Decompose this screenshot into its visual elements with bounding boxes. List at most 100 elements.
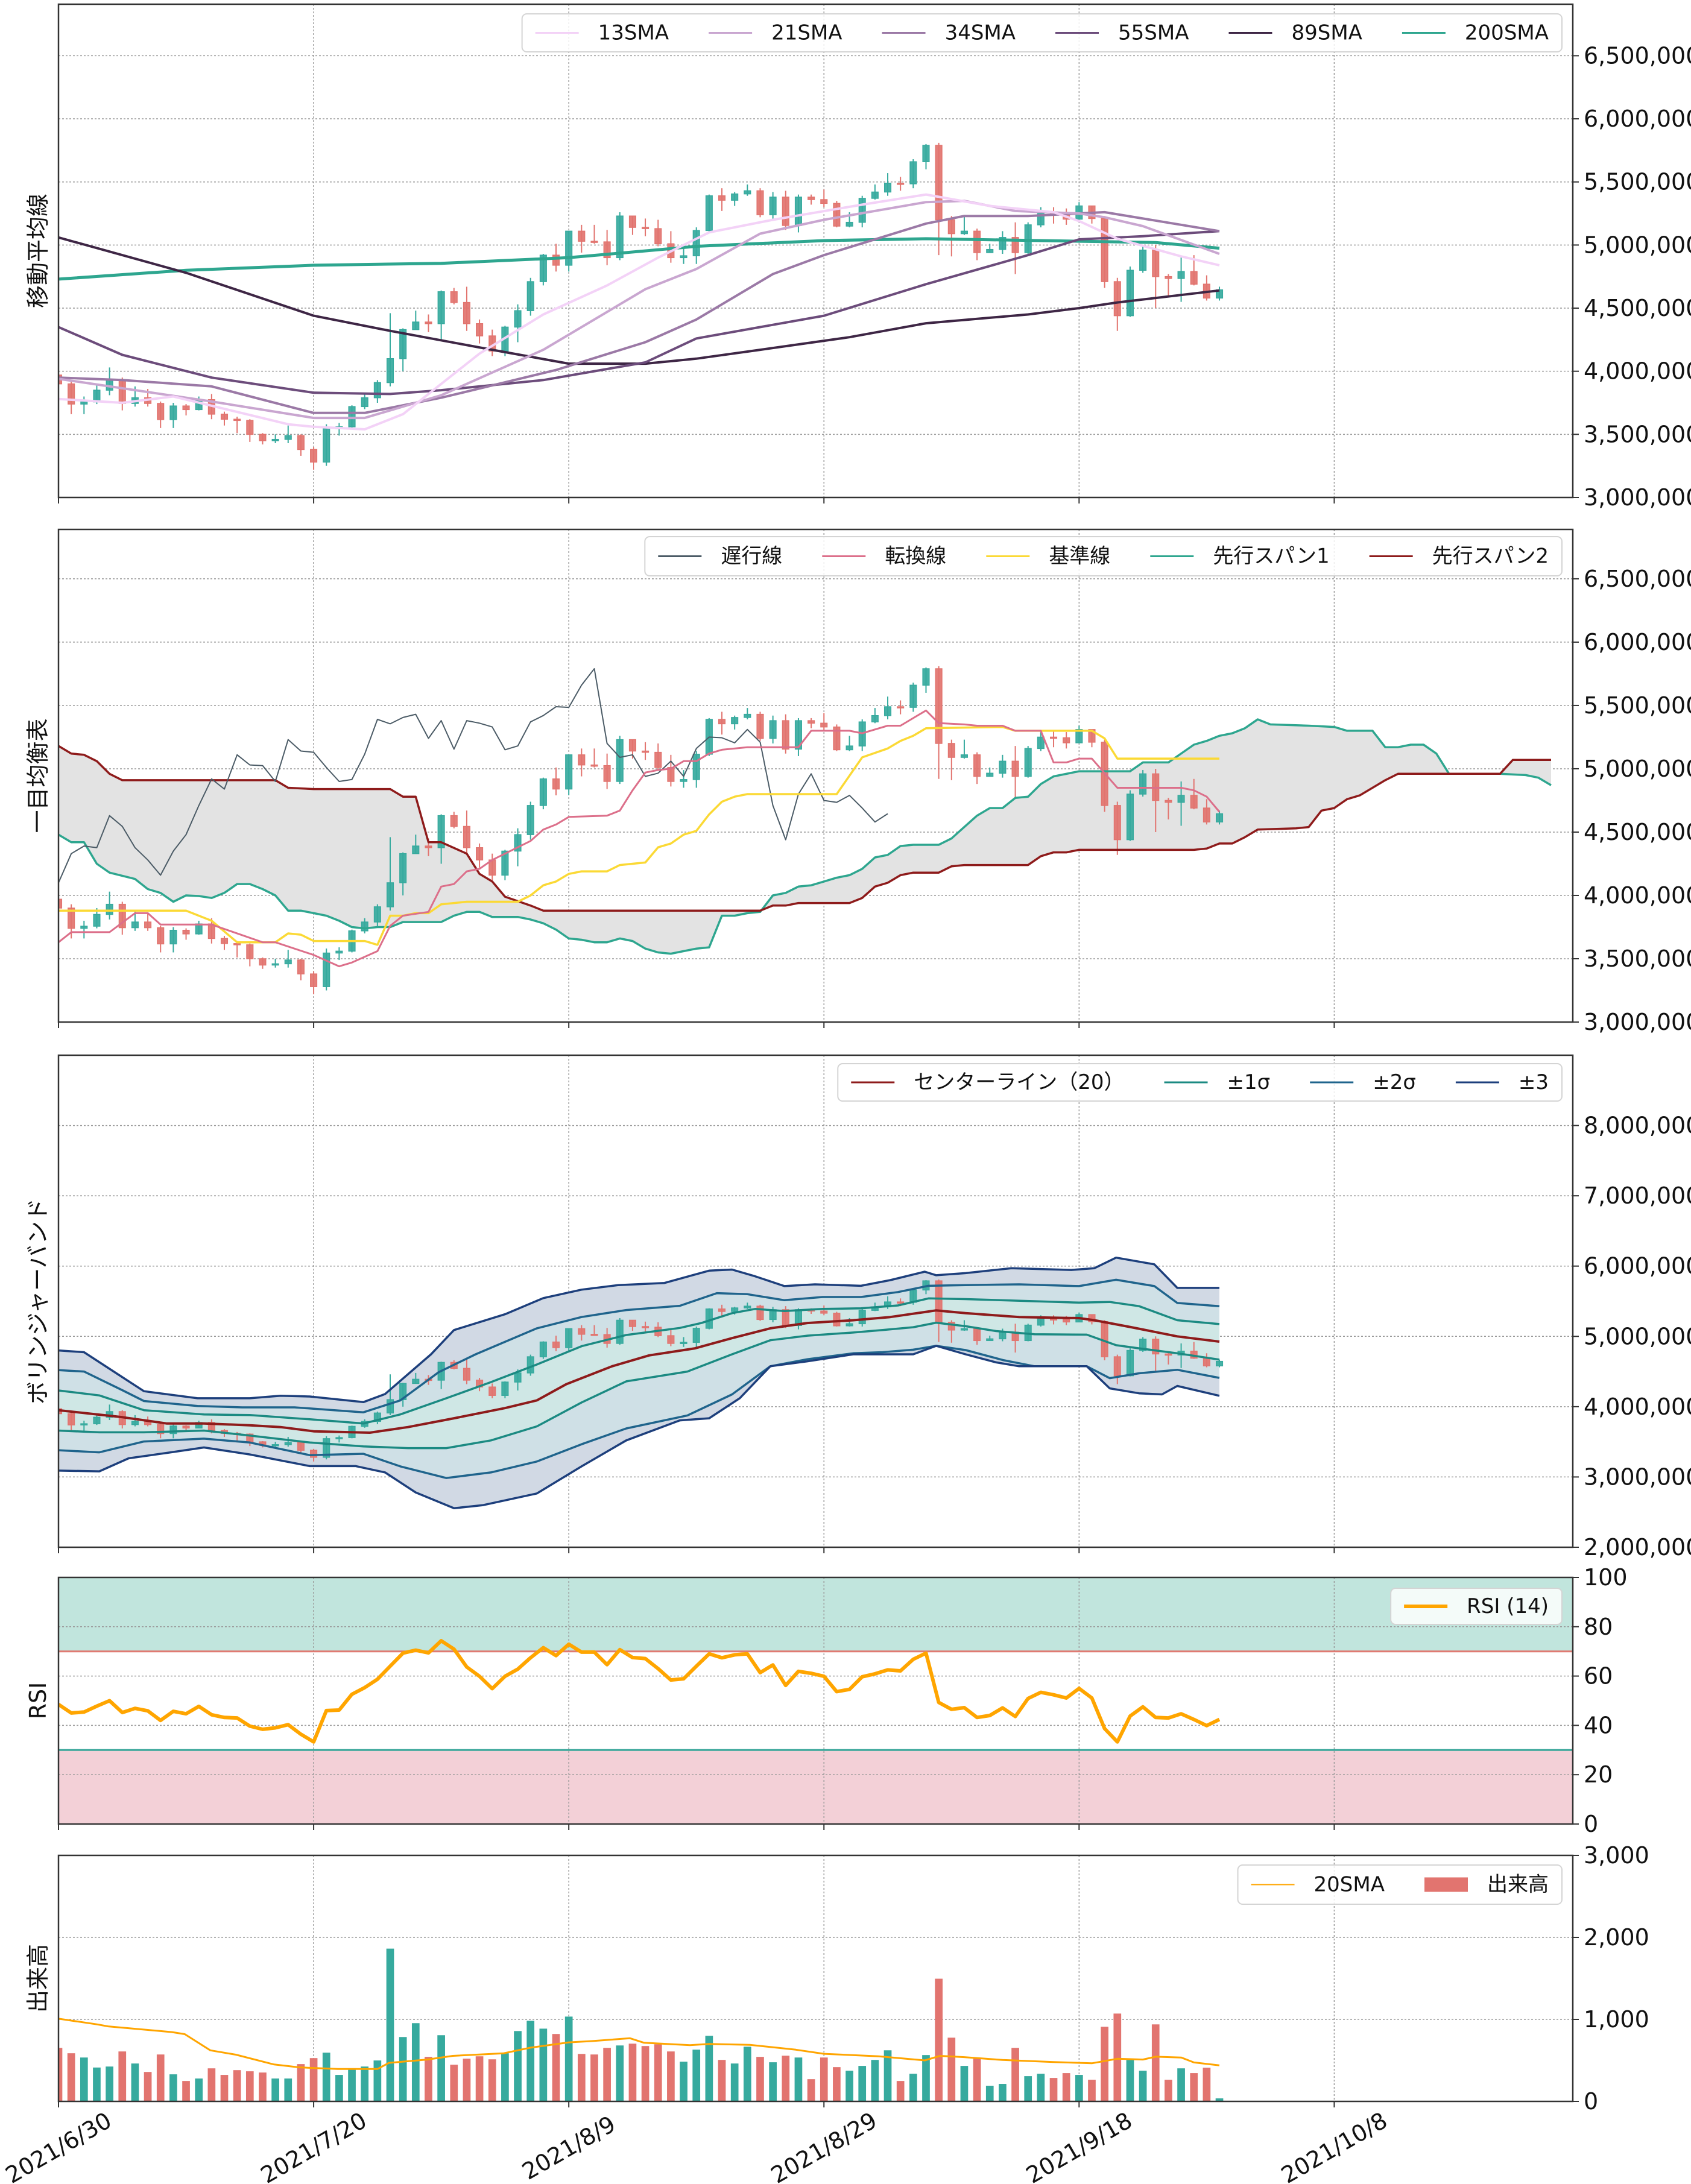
volume-bar — [935, 1978, 943, 2101]
volume-bar — [297, 2064, 305, 2101]
volume-bar — [144, 2072, 152, 2101]
candle-body — [986, 1338, 994, 1342]
volume-bar — [526, 2021, 535, 2101]
volume-bar — [399, 2037, 407, 2101]
candle — [616, 1318, 624, 1345]
candle — [335, 1435, 343, 1443]
candle-body — [794, 720, 802, 750]
volume-bar — [322, 2053, 330, 2101]
candle-body — [1126, 1349, 1134, 1377]
candle-body — [514, 1372, 522, 1383]
candle — [769, 192, 777, 220]
panel-frame — [57, 3, 1574, 499]
candle-body — [1049, 736, 1058, 739]
panel-frame — [57, 1054, 1574, 1548]
y-tick-label: 4,500,000 — [1584, 295, 1691, 321]
volume-bar — [169, 2074, 177, 2101]
candle — [1024, 746, 1032, 778]
candle-body — [999, 237, 1007, 250]
x-tick-label: 2021/7/20 — [256, 2107, 371, 2184]
candle — [756, 1304, 764, 1321]
candle — [603, 753, 611, 789]
series-line — [58, 668, 888, 883]
candle-body — [182, 1425, 190, 1429]
volume-bar — [335, 2075, 343, 2101]
candle — [1037, 730, 1045, 751]
candle-body — [744, 190, 751, 195]
candle-body — [310, 1450, 318, 1458]
volume-bar — [233, 2070, 241, 2101]
candle — [373, 380, 381, 403]
candle-body — [973, 1328, 981, 1342]
candle-body — [1126, 270, 1134, 317]
legend-item: 先行スパン2 — [1369, 544, 1549, 569]
candle — [195, 920, 203, 935]
candle — [539, 1341, 547, 1359]
candle — [157, 926, 165, 953]
candle — [883, 173, 892, 196]
volume-bar — [118, 2051, 127, 2101]
candle-body — [1063, 737, 1070, 743]
candle-body — [820, 1310, 828, 1314]
candle — [960, 739, 968, 759]
candle-body — [692, 754, 700, 780]
candle — [476, 843, 484, 868]
candle-body — [450, 291, 458, 303]
candle — [488, 853, 496, 880]
legend-item: ±2σ — [1310, 1070, 1416, 1094]
candle-body — [935, 1280, 943, 1323]
candle — [476, 319, 484, 344]
volume-bar — [1062, 2073, 1070, 2101]
candle-body — [718, 719, 726, 725]
legend-item: 基準線 — [986, 544, 1110, 569]
candle — [590, 1325, 598, 1336]
candle-body — [947, 219, 955, 235]
candle-body — [1037, 213, 1045, 226]
volume-bar — [463, 2059, 471, 2101]
series-line — [58, 210, 1220, 414]
candle — [297, 434, 305, 456]
y-tick-label: 60 — [1584, 1663, 1613, 1690]
x-tick-label: 2021/6/30 — [1, 2107, 116, 2184]
candle-body — [373, 382, 381, 399]
legend-label: 転換線 — [885, 544, 946, 569]
candle — [883, 696, 892, 720]
candle-body — [437, 815, 445, 848]
candle-body — [731, 717, 739, 725]
candle-body — [718, 195, 726, 201]
candle — [1049, 730, 1058, 748]
y-tick-label: 5,000,000 — [1584, 232, 1691, 258]
y-tick-label: 2,000 — [1584, 1924, 1649, 1951]
candle-body — [552, 1341, 560, 1348]
volume-bar — [1215, 2098, 1224, 2101]
candle-body — [1215, 1360, 1224, 1366]
series-line — [58, 1309, 1220, 1434]
candle-body — [386, 1399, 394, 1414]
candle-body — [833, 726, 841, 751]
candle-body — [1215, 289, 1224, 299]
y-tick-label: 6,500,000 — [1584, 42, 1691, 69]
candle-body — [1177, 271, 1185, 279]
volume-bar — [425, 2057, 432, 2101]
candle-body — [628, 215, 636, 228]
candle-body — [501, 850, 509, 876]
candle-body — [1190, 795, 1198, 809]
legend-label: 先行スパン2 — [1432, 544, 1549, 569]
legend: 遅行線 転換線 基準線 先行スパン1 先行スパン2 — [644, 536, 1563, 576]
candle — [680, 246, 687, 264]
legend-label: 遅行線 — [721, 544, 782, 569]
volume-bar — [271, 2078, 279, 2101]
candle — [323, 1436, 330, 1460]
candle — [1215, 810, 1224, 825]
plot-area — [58, 1855, 1573, 2101]
legend-label: センターライン（20） — [914, 1070, 1124, 1094]
candle-body — [680, 779, 687, 782]
volume-bar — [1101, 2027, 1108, 2101]
candle — [361, 918, 368, 933]
x-tick-label: 2021/10/8 — [1277, 2107, 1392, 2184]
volume-bar — [909, 2074, 917, 2101]
candle-body — [718, 1308, 726, 1312]
candle-body — [858, 1310, 866, 1325]
candle-body — [1139, 249, 1147, 271]
candle-body — [1037, 736, 1045, 750]
